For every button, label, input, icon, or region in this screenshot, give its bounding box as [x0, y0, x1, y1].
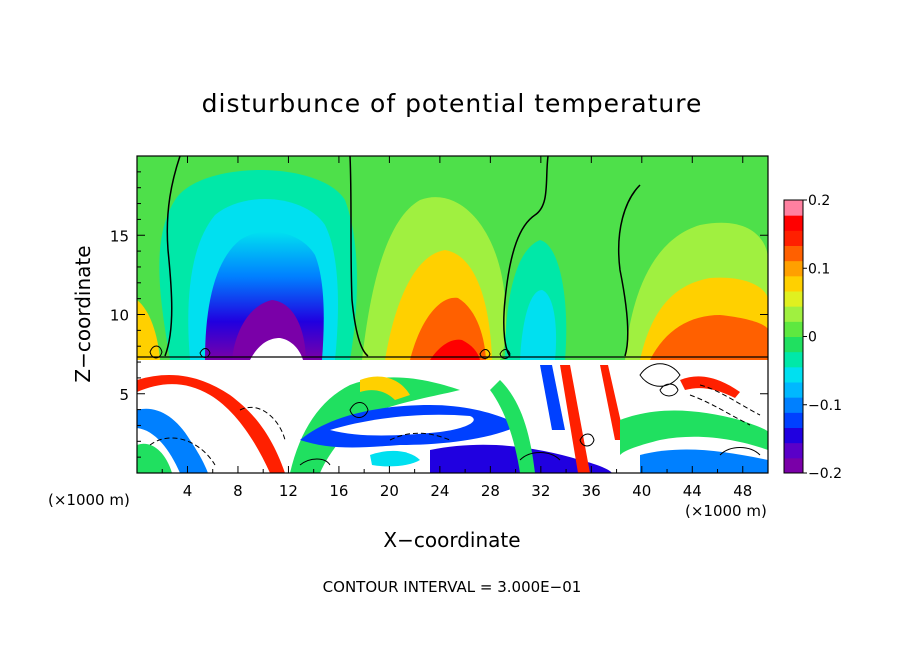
bl-blue-streak — [540, 365, 565, 430]
y-axis-ticks: 5 10 15 — [110, 171, 768, 458]
warm-anomaly-center-core — [430, 339, 480, 360]
bl-green-band-3 — [490, 380, 535, 473]
z-unit-label: (×1000 m) — [48, 491, 130, 509]
colorbar-swatch — [784, 230, 803, 246]
x-tick-label: 24 — [430, 482, 449, 500]
contour-cold-column — [164, 156, 369, 357]
bl-green-band-2 — [137, 443, 172, 473]
x-tick-label: 44 — [683, 482, 702, 500]
colorbar-swatch — [784, 366, 803, 383]
colorbar-swatch — [784, 200, 803, 216]
x-tick-label: 8 — [233, 482, 243, 500]
colorbar-swatch — [784, 260, 803, 277]
colorbar-swatches — [784, 200, 803, 474]
bl-blue-band-4 — [640, 449, 768, 473]
contour-lines — [137, 156, 768, 466]
colorbar-tick-label: 0.2 — [808, 193, 830, 209]
colorbar-swatch — [784, 397, 803, 413]
colorbar-tick-label: 0.1 — [808, 261, 830, 277]
colorbar-swatch — [784, 215, 803, 231]
cold-anomaly-white — [250, 338, 303, 360]
plot-area — [137, 156, 768, 473]
colorbar-swatch — [784, 321, 803, 337]
contour-interval-label: CONTOUR INTERVAL = 3.000E−01 — [323, 578, 582, 596]
colorbar-swatch — [784, 351, 803, 368]
colorbar-swatch — [784, 275, 803, 292]
bl-yellow-band — [360, 376, 410, 400]
colorbar-swatch — [784, 427, 803, 444]
x-axis-ticks: 4 8 12 16 20 24 28 32 36 40 44 48 — [161, 156, 752, 500]
x-tick-label: 16 — [329, 482, 348, 500]
colorbar-tick-label: −0.1 — [808, 398, 842, 414]
colorbar-swatch — [784, 306, 803, 322]
y-tick-label: 10 — [110, 307, 129, 325]
colorbar: 0.2 0.1 0 −0.1 −0.2 — [783, 193, 842, 482]
contour-dashed-negative — [149, 384, 761, 466]
bl-blue-band-2 — [137, 408, 208, 473]
x-tick-label: 28 — [481, 482, 500, 500]
colorbar-swatch — [784, 457, 803, 474]
y-tick-label: 5 — [119, 386, 129, 404]
bl-white-lens — [330, 414, 474, 436]
colorbar-tick-label: −0.2 — [808, 466, 842, 482]
colorbar-swatch — [784, 336, 803, 353]
bl-red-band-2 — [680, 376, 740, 398]
colorbar-tick-label: 0 — [808, 330, 817, 346]
bl-red-streaks — [560, 365, 625, 473]
y-axis-label: Z−coordinate — [71, 245, 95, 382]
colorbar-swatch — [784, 442, 803, 459]
colorbar-swatch — [784, 291, 803, 307]
warm-anomaly-right-inner — [650, 315, 768, 360]
y-tick-label: 15 — [110, 227, 129, 245]
chart-title: disturbunce of potential temperature — [202, 89, 703, 118]
cold-column-core — [520, 290, 557, 360]
bl-red-band-1 — [137, 375, 285, 473]
x-tick-label: 32 — [531, 482, 550, 500]
x-tick-label: 36 — [582, 482, 601, 500]
colorbar-ticks: 0.2 0.1 0 −0.1 −0.2 — [803, 193, 842, 482]
colorbar-swatch — [784, 382, 803, 398]
colorbar-swatch — [784, 412, 803, 428]
x-axis-label: X−coordinate — [383, 528, 520, 552]
x-tick-label: 48 — [733, 482, 752, 500]
upper-anomalies — [137, 170, 768, 360]
x-tick-label: 20 — [380, 482, 399, 500]
bl-green-band-4 — [620, 410, 768, 455]
bl-cyan-band — [370, 450, 420, 467]
bl-green-band-1 — [290, 377, 460, 473]
contour-middle-column — [503, 156, 641, 357]
colorbar-swatch — [784, 245, 803, 262]
boundary-layer — [137, 360, 768, 473]
x-tick-label: 12 — [279, 482, 298, 500]
x-tick-label: 40 — [632, 482, 651, 500]
x-unit-label: (×1000 m) — [685, 502, 767, 520]
contour-boundary-loops — [149, 345, 761, 466]
x-tick-label: 4 — [183, 482, 193, 500]
